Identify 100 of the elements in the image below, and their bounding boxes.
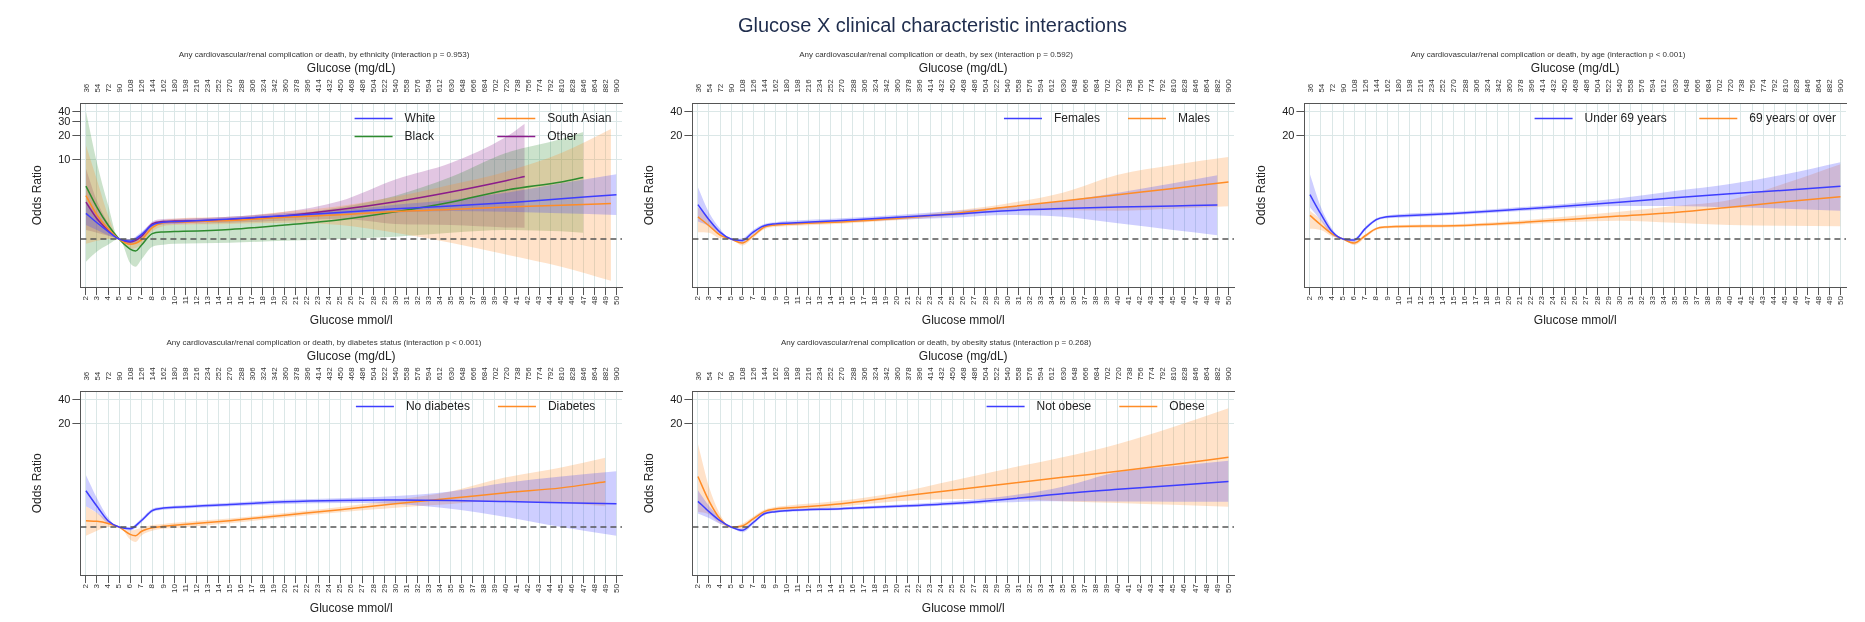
- x2-tick-label: 486: [970, 78, 980, 93]
- x-tick-label: 38: [1703, 295, 1713, 305]
- x-tick-label: 34: [434, 583, 444, 593]
- chart-subtitle: Any cardiovascular/renal complication or death, by diabetes status (interaction p < 0.001): [166, 338, 482, 347]
- x2-tick-label: 630: [446, 78, 456, 93]
- x2-tick-label: 252: [214, 366, 224, 381]
- x2-tick-label: 234: [815, 366, 825, 381]
- x2-tick-label: 324: [1482, 78, 1492, 93]
- x2-tick-label: 306: [1471, 78, 1481, 93]
- x2-tick-label: 738: [1124, 366, 1134, 381]
- x2-tick-label: 450: [336, 366, 346, 381]
- x-tick-label: 14: [213, 295, 223, 305]
- x-tick-label: 39: [490, 295, 500, 305]
- x-tick-label: 27: [969, 583, 979, 593]
- x-tick-label: 42: [1135, 583, 1145, 593]
- x-tick-label: 3: [704, 295, 714, 301]
- x2-tick-label: 396: [302, 366, 312, 381]
- y-tick-label: 10: [58, 153, 71, 165]
- y-tick-label: 20: [58, 129, 71, 141]
- x2-tick-label: 666: [468, 78, 478, 93]
- x2-tick-label: 270: [1449, 78, 1459, 93]
- x2-tick-label: 648: [457, 366, 467, 381]
- x-tick-label: 33: [1035, 583, 1045, 593]
- chart-subtitle: Any cardiovascular/renal complication or death, by age (interaction p < 0.001): [1410, 50, 1686, 59]
- x-tick-label: 50: [611, 583, 621, 593]
- x-tick-label: 15: [1448, 295, 1458, 305]
- x-tick-label: 12: [803, 295, 813, 305]
- x2-tick-label: 558: [1014, 366, 1024, 381]
- x-tick-label: 7: [748, 295, 758, 301]
- x2-tick-label: 540: [1003, 366, 1013, 381]
- x2-tick-label: 342: [269, 366, 279, 381]
- x-tick-label: 26: [346, 583, 356, 593]
- x-tick-label: 36: [1068, 583, 1078, 593]
- x-tick-label: 5: [1338, 295, 1348, 301]
- x2-tick-label: 666: [468, 366, 478, 381]
- x2-tick-label: 630: [1670, 78, 1680, 93]
- x-tick-label: 29: [379, 295, 389, 305]
- x-tick-label: 42: [1135, 295, 1145, 305]
- x-tick-label: 9: [770, 295, 780, 301]
- x2-tick-label: 612: [435, 366, 445, 381]
- x-tick-label: 29: [991, 295, 1001, 305]
- x2-tick-label: 558: [402, 366, 412, 381]
- x-tick-label: 19: [269, 583, 279, 593]
- x-axis-title: Glucose mmol/l: [921, 601, 1005, 616]
- x2-tick-label: 504: [1593, 78, 1603, 93]
- line-series: [85, 490, 618, 530]
- x2-tick-label: 846: [1803, 78, 1813, 93]
- x2-tick-label: 756: [523, 366, 533, 381]
- x-tick-label: 15: [224, 295, 234, 305]
- x-tick-label: 8: [147, 295, 157, 301]
- x-tick-label: 41: [1736, 295, 1746, 305]
- x-tick-label: 31: [1013, 295, 1023, 305]
- x2-tick-label: 144: [1372, 78, 1382, 93]
- x2-tick-label: 270: [225, 366, 235, 381]
- x2-tick-label: 576: [413, 78, 423, 93]
- x-tick-label: 11: [792, 295, 802, 305]
- x-tick-label: 43: [1146, 583, 1156, 593]
- x-tick-label: 18: [869, 295, 879, 305]
- x-tick-label: 16: [847, 295, 857, 305]
- x2-tick-label: 594: [1648, 78, 1658, 93]
- x2-tick-label: 216: [192, 366, 202, 381]
- x2-tick-label: 72: [103, 371, 113, 381]
- x-tick-label: 35: [1057, 295, 1067, 305]
- y-axis-title: Odds Ratio: [641, 164, 656, 226]
- x-tick-label: 30: [1614, 295, 1624, 305]
- x-tick-label: 24: [324, 583, 334, 593]
- x-tick-label: 4: [1327, 295, 1337, 301]
- x-tick-label: 30: [1002, 295, 1012, 305]
- x-tick-label: 22: [302, 295, 312, 305]
- x2-tick-label: 54: [92, 371, 102, 381]
- legend-label: Obese: [1169, 398, 1205, 413]
- x2-tick-label: 36: [1305, 83, 1315, 93]
- x2-tick-label: 432: [324, 78, 334, 93]
- x-tick-label: 46: [567, 295, 577, 305]
- x2-tick-label: 504: [981, 366, 991, 381]
- chart-subtitle: Any cardiovascular/renal complication or death, by ethnicity (interaction p = 0.953): [178, 50, 470, 59]
- chart-subtitle: Any cardiovascular/renal complication or death, by obesity status (interaction p = 0.268): [780, 338, 1092, 347]
- x-tick-label: 27: [1581, 295, 1591, 305]
- x-tick-label: 23: [313, 295, 323, 305]
- x-tick-label: 47: [578, 583, 588, 593]
- x-tick-label: 34: [1046, 583, 1056, 593]
- x2-tick-label: 108: [738, 78, 747, 93]
- x2-tick-label: 216: [804, 366, 814, 381]
- x-tick-label: 39: [490, 583, 500, 593]
- x-tick-label: 8: [759, 295, 769, 301]
- x-tick-label: 21: [291, 583, 301, 593]
- x-tick-label: 27: [969, 295, 979, 305]
- x-tick-label: 45: [556, 583, 566, 593]
- x2-tick-label: 666: [1080, 78, 1090, 93]
- x-tick-label: 44: [1157, 583, 1167, 593]
- x2-tick-label: 450: [948, 366, 958, 381]
- x2-tick-label: 900: [612, 78, 622, 93]
- x2-tick-label: 828: [1180, 78, 1190, 93]
- x2-tick-label: 324: [870, 366, 880, 381]
- x-tick-label: 15: [224, 583, 234, 593]
- x2-tick-label: 234: [203, 78, 213, 93]
- x2-tick-label: 162: [771, 78, 781, 93]
- x2-tick-label: 846: [579, 78, 589, 93]
- x-tick-label: 21: [1515, 295, 1525, 305]
- x-tick-label: 32: [1024, 583, 1034, 593]
